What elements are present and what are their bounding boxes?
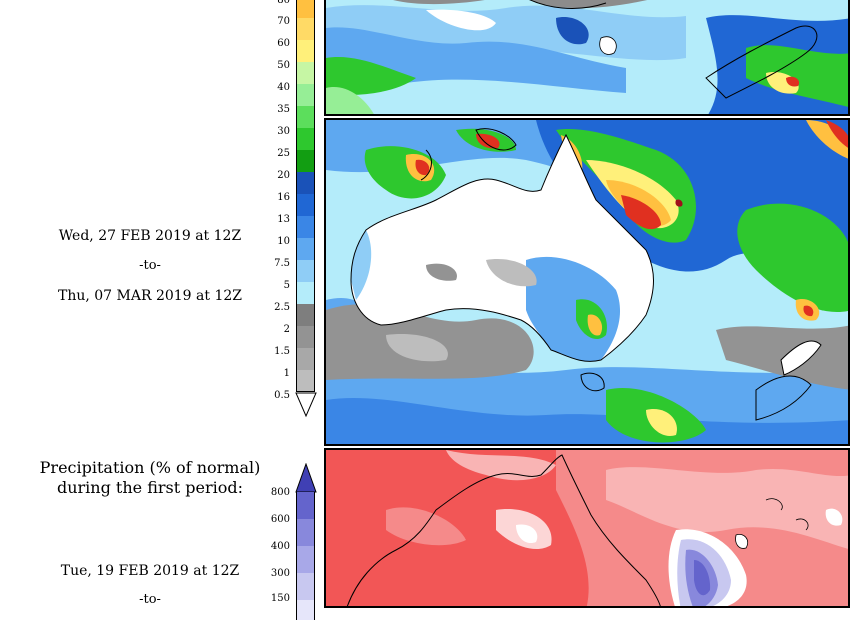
colorbar-tick: 40: [277, 82, 290, 93]
anomaly-title-line1: Precipitation (% of normal): [39, 458, 261, 477]
precip-anomaly-map: [326, 450, 848, 606]
colorbar-tick: 25: [277, 148, 290, 159]
colorbar-tick: 30: [277, 126, 290, 137]
colorbar-swatch: [296, 348, 315, 370]
anomaly-swatch: [296, 492, 315, 519]
colorbar-tick: 7.5: [274, 258, 290, 269]
colorbar-tick: 1: [283, 368, 290, 379]
colorbar-tick: 16: [277, 192, 290, 203]
colorbar-swatch: [296, 172, 315, 194]
colorbar-tick: 60: [277, 38, 290, 49]
colorbar-tick: 20: [277, 170, 290, 181]
anomaly-swatch: [296, 519, 315, 546]
colorbar-swatch: [296, 216, 315, 238]
anomaly-colorbar-max-arrow: [295, 463, 317, 493]
colorbar-tick: 1.5: [274, 346, 290, 357]
colorbar-swatch: [296, 260, 315, 282]
colorbar-tick: 2.5: [274, 302, 290, 313]
period2-end-date: Thu, 07 MAR 2019 at 12Z: [57, 288, 243, 304]
colorbar-swatch: [296, 18, 315, 40]
anomaly-tick: 800: [270, 487, 290, 498]
anomaly-tick: 150: [270, 593, 290, 604]
map-panel-first-period: [324, 0, 850, 116]
colorbar-tick: 35: [277, 104, 290, 115]
period2-separator: -to-: [139, 258, 161, 273]
colorbar-swatch: [296, 106, 315, 128]
colorbar-tick: 5: [283, 280, 290, 291]
colorbar-tick: 13: [277, 214, 290, 225]
colorbar-swatch: [296, 40, 315, 62]
colorbar-tick: 0.5: [274, 390, 290, 401]
anomaly-tick: 400: [270, 541, 290, 552]
period1-start-date: Tue, 19 FEB 2019 at 12Z: [60, 563, 240, 579]
colorbar-swatch: [296, 62, 315, 84]
anomaly-tick: 300: [270, 568, 290, 579]
colorbar-swatch: [296, 150, 315, 172]
colorbar-swatch: [296, 326, 315, 348]
anomaly-title-line2: during the first period:: [56, 478, 244, 497]
colorbar-swatch: [296, 282, 315, 304]
period2-start-date: Wed, 27 FEB 2019 at 12Z: [58, 228, 242, 244]
colorbar-tick: 2: [283, 324, 290, 335]
colorbar-tick: 50: [277, 60, 290, 71]
colorbar-swatch: [296, 370, 315, 392]
colorbar-tick: 80: [277, 0, 290, 6]
colorbar-swatch: [296, 84, 315, 106]
precip-map-second-period: [326, 120, 848, 444]
colorbar-swatch: [296, 128, 315, 150]
anomaly-swatch: [296, 573, 315, 600]
anomaly-swatch: [296, 546, 315, 573]
colorbar-tick: 70: [277, 16, 290, 27]
anomaly-tick: 600: [270, 514, 290, 525]
colorbar-swatch: [296, 304, 315, 326]
colorbar-swatch: [296, 194, 315, 216]
precip-map-first-period: [326, 0, 848, 114]
map-panel-anomaly: [324, 448, 850, 608]
colorbar-swatch: [296, 238, 315, 260]
map-panel-second-period: [324, 118, 850, 446]
colorbar-tick: 10: [277, 236, 290, 247]
colorbar-swatch: [296, 0, 315, 18]
anomaly-swatch: [296, 600, 315, 620]
colorbar-min-arrow: [295, 392, 317, 418]
